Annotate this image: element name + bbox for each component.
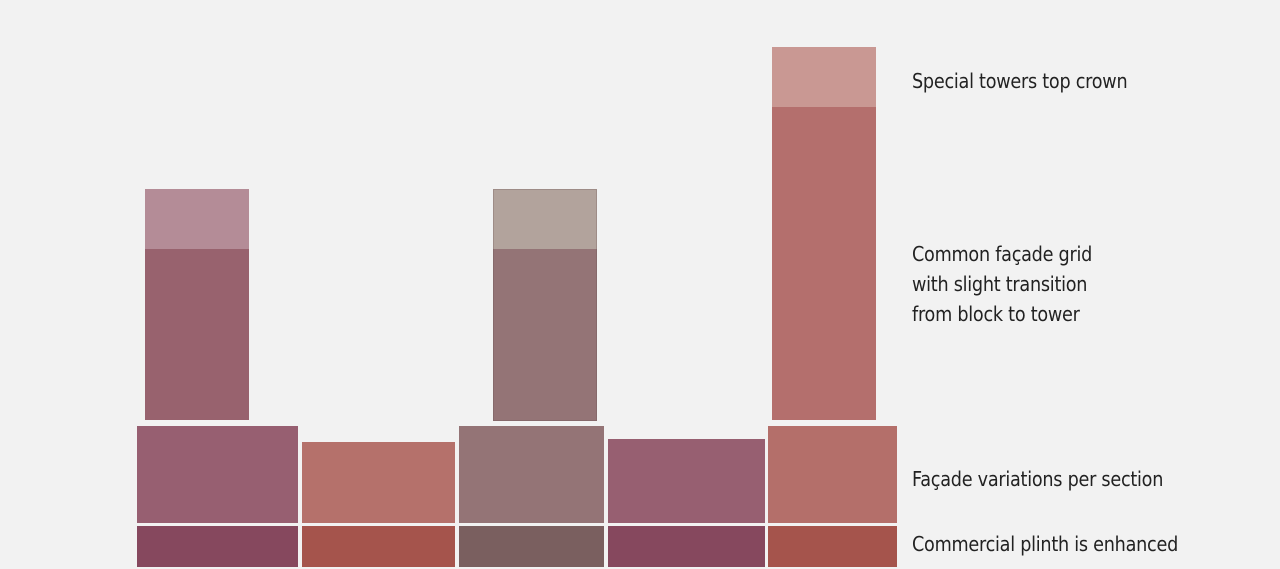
label-plinth-text: Commercial plinth is enhanced	[912, 532, 1179, 556]
tower-2-shaft	[493, 249, 597, 421]
label-facade-variations: Façade variations per section	[912, 464, 1163, 494]
section-5-facade-block	[768, 426, 897, 523]
tower-3-shaft	[772, 107, 876, 420]
tower-3-crown	[772, 47, 876, 107]
section-1-facade-block	[137, 426, 298, 523]
label-top-crown-text: Special towers top crown	[912, 69, 1128, 93]
label-facade-grid: Common façade grid with slight transitio…	[912, 239, 1092, 329]
section-4-plinth	[608, 526, 765, 567]
label-facade-grid-line-1: Common façade grid	[912, 242, 1093, 266]
label-plinth: Commercial plinth is enhanced	[912, 529, 1178, 559]
section-2-facade-block	[302, 442, 455, 523]
tower-1-crown	[145, 189, 249, 249]
tower-1-shaft	[145, 249, 249, 420]
tower-2-crown	[493, 189, 597, 249]
section-3-facade-block	[459, 426, 604, 523]
section-4-facade-block	[608, 439, 765, 523]
section-2-plinth	[302, 526, 455, 567]
section-3-plinth	[459, 526, 604, 567]
label-top-crown: Special towers top crown	[912, 66, 1128, 96]
section-1-plinth	[137, 526, 298, 567]
label-facade-variations-text: Façade variations per section	[912, 467, 1164, 491]
label-facade-grid-line-2: with slight transition	[912, 272, 1088, 296]
label-facade-grid-line-3: from block to tower	[912, 302, 1080, 326]
section-5-plinth	[768, 526, 897, 567]
